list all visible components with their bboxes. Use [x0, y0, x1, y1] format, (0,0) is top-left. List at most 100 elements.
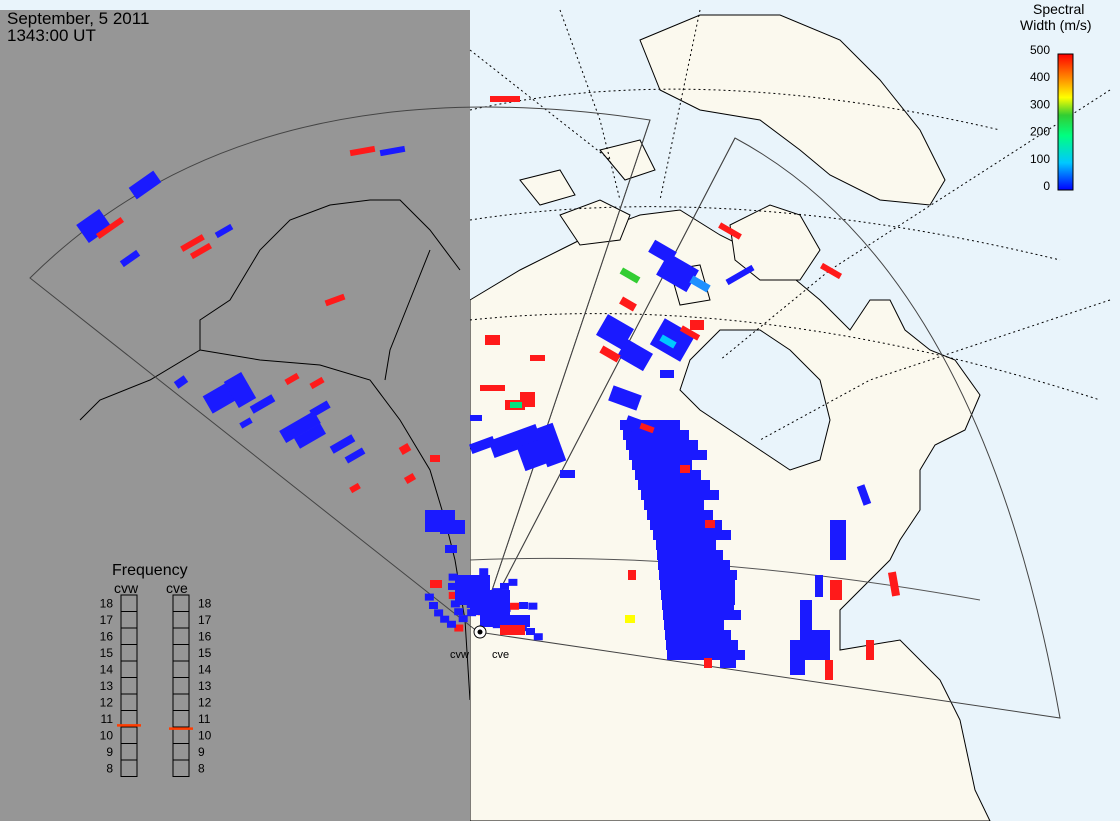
- lat-line-3: [469, 313, 1101, 401]
- radar-echo-cell: [284, 372, 300, 386]
- landmass: [469, 14, 991, 821]
- radar-echo-cell: [329, 434, 356, 454]
- radar-echo-cell: [470, 590, 510, 615]
- baffin-island: [729, 204, 821, 281]
- radar-echo-cell: [625, 615, 635, 623]
- radar-echo-cell: [680, 465, 690, 473]
- radar-echo-cell: [454, 624, 464, 632]
- radar-echo-cell: [488, 423, 542, 459]
- radar-echo-cell: [528, 602, 538, 610]
- radar-echo-cell: [623, 430, 689, 440]
- frequency-scale-label: 10: [198, 728, 212, 742]
- radar-site-marker: [473, 625, 487, 639]
- radar-echo-cell: [324, 293, 346, 307]
- radar-echo-cell: [424, 593, 434, 601]
- radar-echo-cell: [664, 620, 724, 630]
- greenland: [639, 14, 946, 206]
- radar-echo-cell: [520, 392, 535, 407]
- radar-echo-cell: [700, 580, 735, 605]
- radar-echo-cell: [480, 615, 530, 627]
- radar-echo-cell: [656, 540, 716, 550]
- radar-echo-cell: [790, 640, 805, 675]
- radar-echo-cell: [660, 370, 674, 378]
- frequency-scale-label: 17: [198, 613, 212, 627]
- frequency-scale-label: 13: [198, 679, 212, 693]
- radar-echo-cell: [659, 334, 677, 349]
- frequency-scale-label: 13: [100, 679, 114, 693]
- radar-echo-cell: [398, 443, 412, 455]
- radar-echo-cell: [440, 520, 465, 534]
- radar-echo-cell: [653, 530, 731, 540]
- radar-echo-cell: [659, 570, 737, 580]
- radar-echo-cell: [485, 335, 500, 345]
- colorbar-tick-label: 500: [1030, 43, 1050, 57]
- radar-echo-cell: [658, 560, 730, 570]
- radar-echo-cell: [95, 216, 125, 240]
- frequency-scale-label: 10: [100, 728, 114, 742]
- radar-echo-cell: [76, 208, 112, 244]
- radar-echo-cell: [454, 608, 464, 616]
- radar-echo-cell: [403, 472, 417, 485]
- frequency-scale-label: 12: [100, 695, 114, 709]
- radar-echo-cell: [490, 96, 520, 102]
- arctic-island-3: [599, 139, 656, 181]
- frequency-scale-label: 14: [100, 662, 114, 676]
- radar-echo-cell: [619, 296, 637, 312]
- radar-echo-cell: [530, 355, 545, 361]
- date-label: September, 5 2011: [7, 9, 150, 28]
- radar-echo-cell: [663, 610, 741, 620]
- colorbar-ticks: 500 400 300 200 100 0: [1030, 43, 1050, 193]
- frequency-radar-label-1: cve: [166, 580, 188, 596]
- frequency-scale-label: 12: [198, 695, 212, 709]
- radar-echo-cell: [619, 267, 641, 284]
- alaska-border: [384, 249, 431, 381]
- radar-echo-cell: [608, 385, 642, 411]
- night-terminator: [0, 10, 470, 821]
- geo-grid: [469, 9, 1111, 441]
- lat-line-1: [469, 88, 1001, 131]
- colorbar-gradient: [1057, 53, 1074, 191]
- timestamp-header: September, 5 2011 1343:00 UT: [7, 10, 149, 44]
- fov-cvw-inner: [477, 119, 651, 633]
- radar-echo-cell: [628, 570, 636, 580]
- frequency-panel: Frequency cvw cve 18 17 16 15 14 13 12 11 10 9 8 18…: [100, 562, 212, 777]
- radar-echo-cell: [446, 620, 456, 628]
- radar-echo-cell: [725, 264, 755, 286]
- frequency-scale-label: 18: [198, 596, 212, 610]
- radar-echo-cell: [469, 436, 496, 454]
- radar-echo-cell: [189, 242, 213, 260]
- frequency-scale-label: 9: [106, 745, 113, 759]
- radar-echo-cell: [689, 275, 711, 293]
- frequency-title: Frequency: [112, 562, 188, 579]
- colorbar-tick-label: 0: [1043, 179, 1050, 193]
- radar-echo-cell: [665, 630, 731, 640]
- radar-echo-cell: [667, 650, 745, 660]
- radar-echo-cell: [344, 447, 366, 464]
- radar-echo-cell: [430, 580, 442, 588]
- colorbar-tick-label: 100: [1030, 152, 1050, 166]
- colorbar-tick-label: 400: [1030, 70, 1050, 84]
- radar-echo-cell: [599, 345, 621, 363]
- radar-echo-cell: [866, 640, 874, 660]
- radar-echo-cell: [448, 591, 458, 599]
- radar-echo-cell: [279, 410, 321, 444]
- fov-cve-inner: [477, 137, 736, 633]
- radar-echo-cell: [815, 575, 823, 597]
- radar-echo-cell: [533, 422, 567, 468]
- radar-echo-cell: [660, 580, 720, 590]
- radar-echo-cell: [635, 470, 701, 480]
- radar-echo-cell: [349, 145, 376, 157]
- frequency-scale-label: 17: [100, 613, 114, 627]
- radar-echo-cell: [249, 394, 276, 414]
- frequency-scale-label: 16: [100, 629, 114, 643]
- radar-echo-cell: [617, 338, 653, 372]
- radar-echo-cell: [690, 320, 704, 330]
- radar-echo-cell: [500, 582, 509, 590]
- radar-echo-cell: [661, 590, 727, 600]
- radar-echo-cell: [510, 602, 520, 610]
- radar-echo-cell: [657, 550, 723, 560]
- radar-echo-cell: [428, 602, 438, 609]
- radar-echo-cell: [830, 520, 846, 560]
- radar-echo-cell: [629, 450, 707, 460]
